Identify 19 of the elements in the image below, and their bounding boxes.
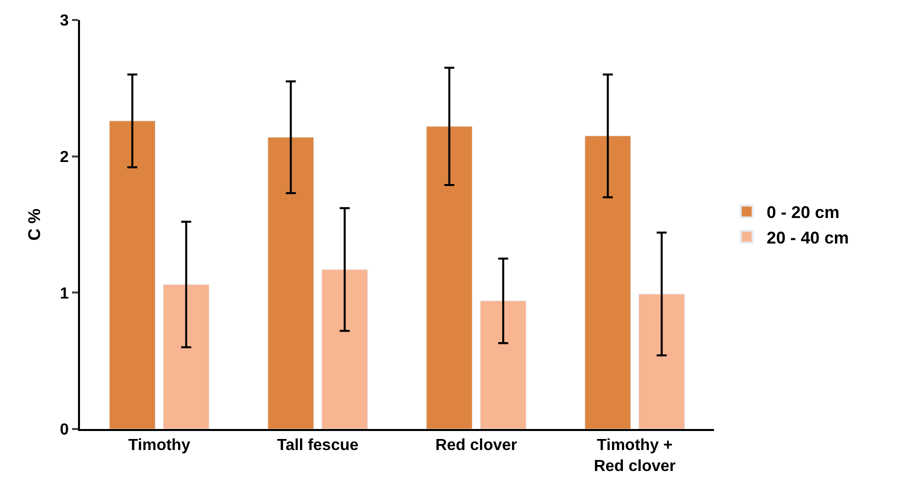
bar [480,300,526,429]
legend-label: 20 - 40 cm [766,228,849,248]
bar [109,120,156,429]
y-axis-title: C % [24,208,44,241]
y-tick-label: 2 [60,148,69,166]
bar [268,137,314,429]
bar [638,294,685,429]
x-tick-label: Timothy + Red clover [594,437,676,475]
bar [584,136,631,429]
x-tick-label: Tall fescue [276,437,359,454]
x-tick-label: Red clover [435,437,518,454]
legend-label: 0 - 20 cm [766,203,840,222]
x-tick-label: Timothy [128,437,190,454]
bar [426,126,472,429]
bar [163,284,210,429]
y-tick-label: 3 [60,12,69,30]
y-tick-label: 0 [60,422,69,439]
bar [322,269,368,429]
y-tick-label: 1 [60,285,69,302]
